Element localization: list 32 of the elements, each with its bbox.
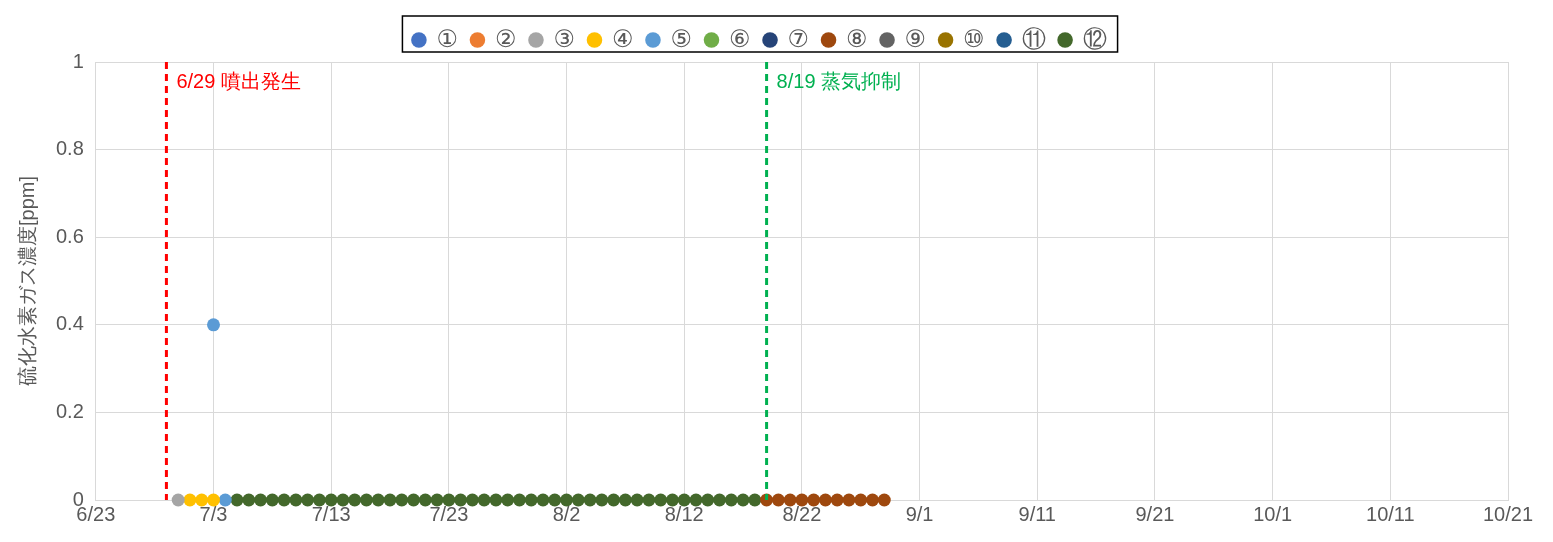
- legend-label: ⑩: [963, 24, 985, 52]
- y-tick-label: 0.2: [55, 399, 84, 422]
- x-tick-label: 7/23: [429, 502, 469, 525]
- x-tick-label: 9/11: [1018, 502, 1056, 525]
- x-tick-label: 10/11: [1366, 502, 1415, 525]
- ref-line-label: 8/19 蒸気抑制: [776, 69, 902, 92]
- x-tick-label: 7/3: [199, 502, 228, 525]
- legend-label: ②: [494, 24, 517, 52]
- x-tick-label: 10/1: [1253, 502, 1293, 525]
- x-tick-label: 8/2: [552, 502, 581, 525]
- legend-label: ①: [436, 24, 458, 52]
- x-tick-label: 8/12: [664, 502, 704, 525]
- y-axis-title: 硫化水素ガス濃度[ppm]: [15, 175, 38, 387]
- legend-label: ⑧: [846, 24, 868, 52]
- x-tick-label: 9/1: [905, 502, 934, 525]
- legend-label: ④: [611, 24, 634, 52]
- legend-label: ③: [553, 24, 575, 52]
- y-tick-label: 0.4: [55, 312, 84, 335]
- y-tick-label: 0.6: [55, 224, 84, 247]
- y-tick-label: 0.8: [55, 137, 84, 160]
- legend-label: ⑪: [1021, 24, 1046, 52]
- legend-label: ⑨: [904, 24, 927, 52]
- x-tick-label: 9/21: [1135, 502, 1175, 525]
- y-tick-label: 1: [72, 49, 84, 72]
- x-tick-label: 8/22: [782, 502, 822, 525]
- ref-line-label: 6/29 噴出発生: [176, 69, 301, 92]
- legend-label: ⑤: [670, 24, 692, 52]
- legend-label: ⑦: [787, 24, 810, 52]
- legend-label: ⑫: [1082, 24, 1107, 52]
- x-tick-label: 10/21: [1482, 502, 1534, 525]
- x-tick-label: 7/13: [311, 502, 351, 525]
- legend-label: ⑥: [729, 24, 751, 52]
